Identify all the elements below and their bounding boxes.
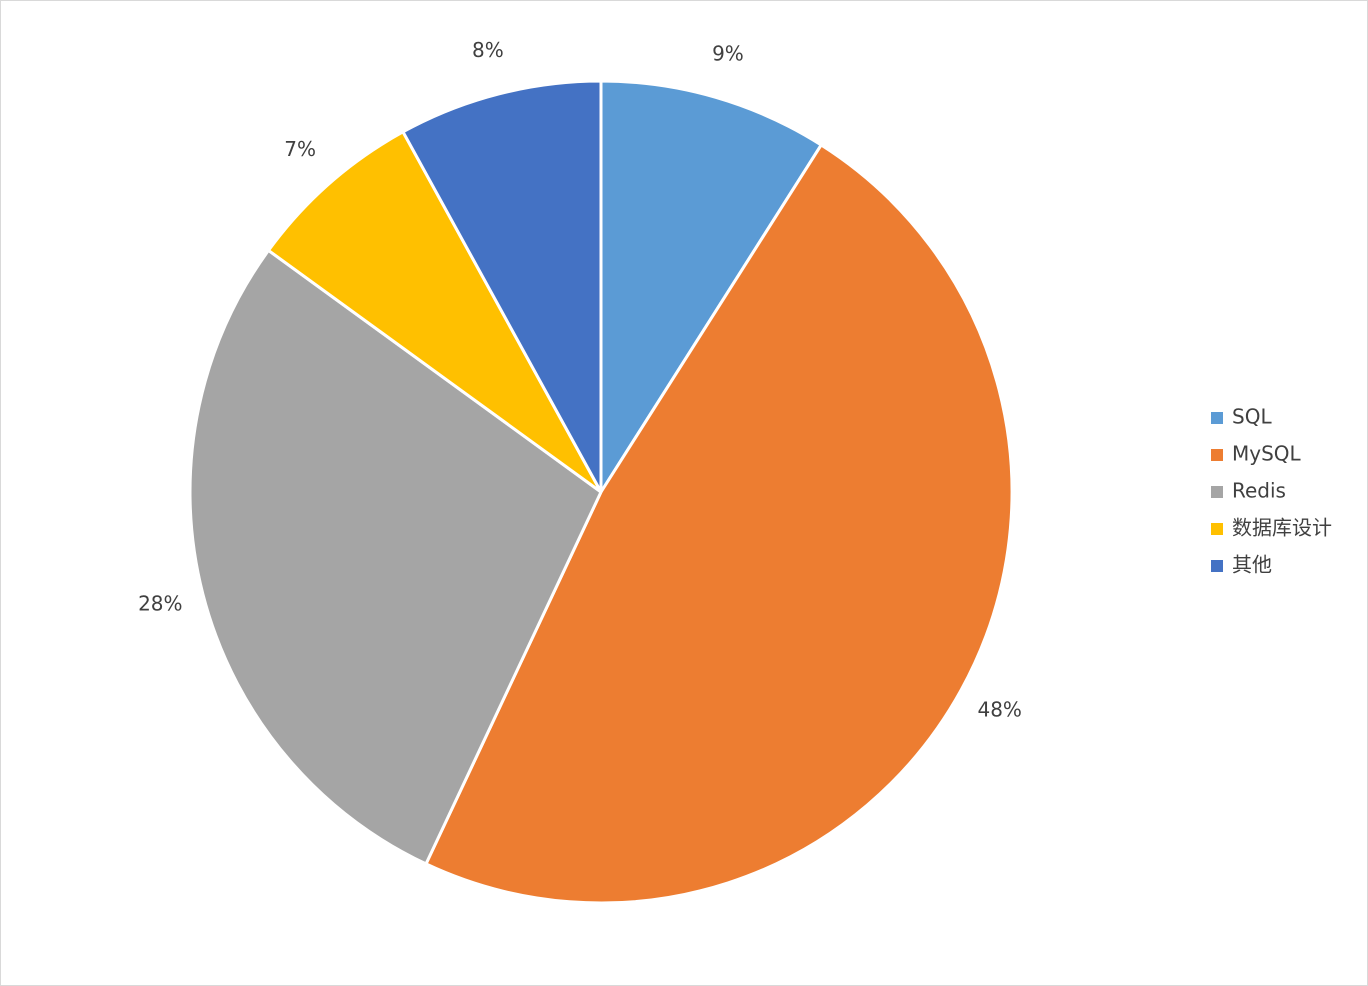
pie-slice [266, 129, 603, 494]
data-label: 9% [712, 42, 744, 66]
legend-swatch [1211, 560, 1223, 572]
legend-swatch [1211, 449, 1223, 461]
pie-slice [188, 248, 603, 866]
legend-label: 其他 [1232, 553, 1272, 577]
data-label: 7% [284, 137, 316, 161]
data-label: 28% [138, 592, 182, 616]
legend-swatch [1211, 486, 1223, 498]
legend-label: 数据库设计 [1232, 516, 1332, 540]
legend-label: MySQL [1232, 442, 1302, 466]
legend-swatch [1211, 523, 1223, 535]
pie-slice [400, 79, 603, 493]
legend-swatch [1211, 412, 1223, 424]
legend-label: Redis [1232, 479, 1286, 503]
pie-slice [424, 142, 1014, 905]
pie-slice [599, 79, 824, 498]
data-label: 8% [472, 38, 504, 62]
legend-label: SQL [1232, 405, 1272, 429]
data-label: 48% [977, 698, 1021, 722]
